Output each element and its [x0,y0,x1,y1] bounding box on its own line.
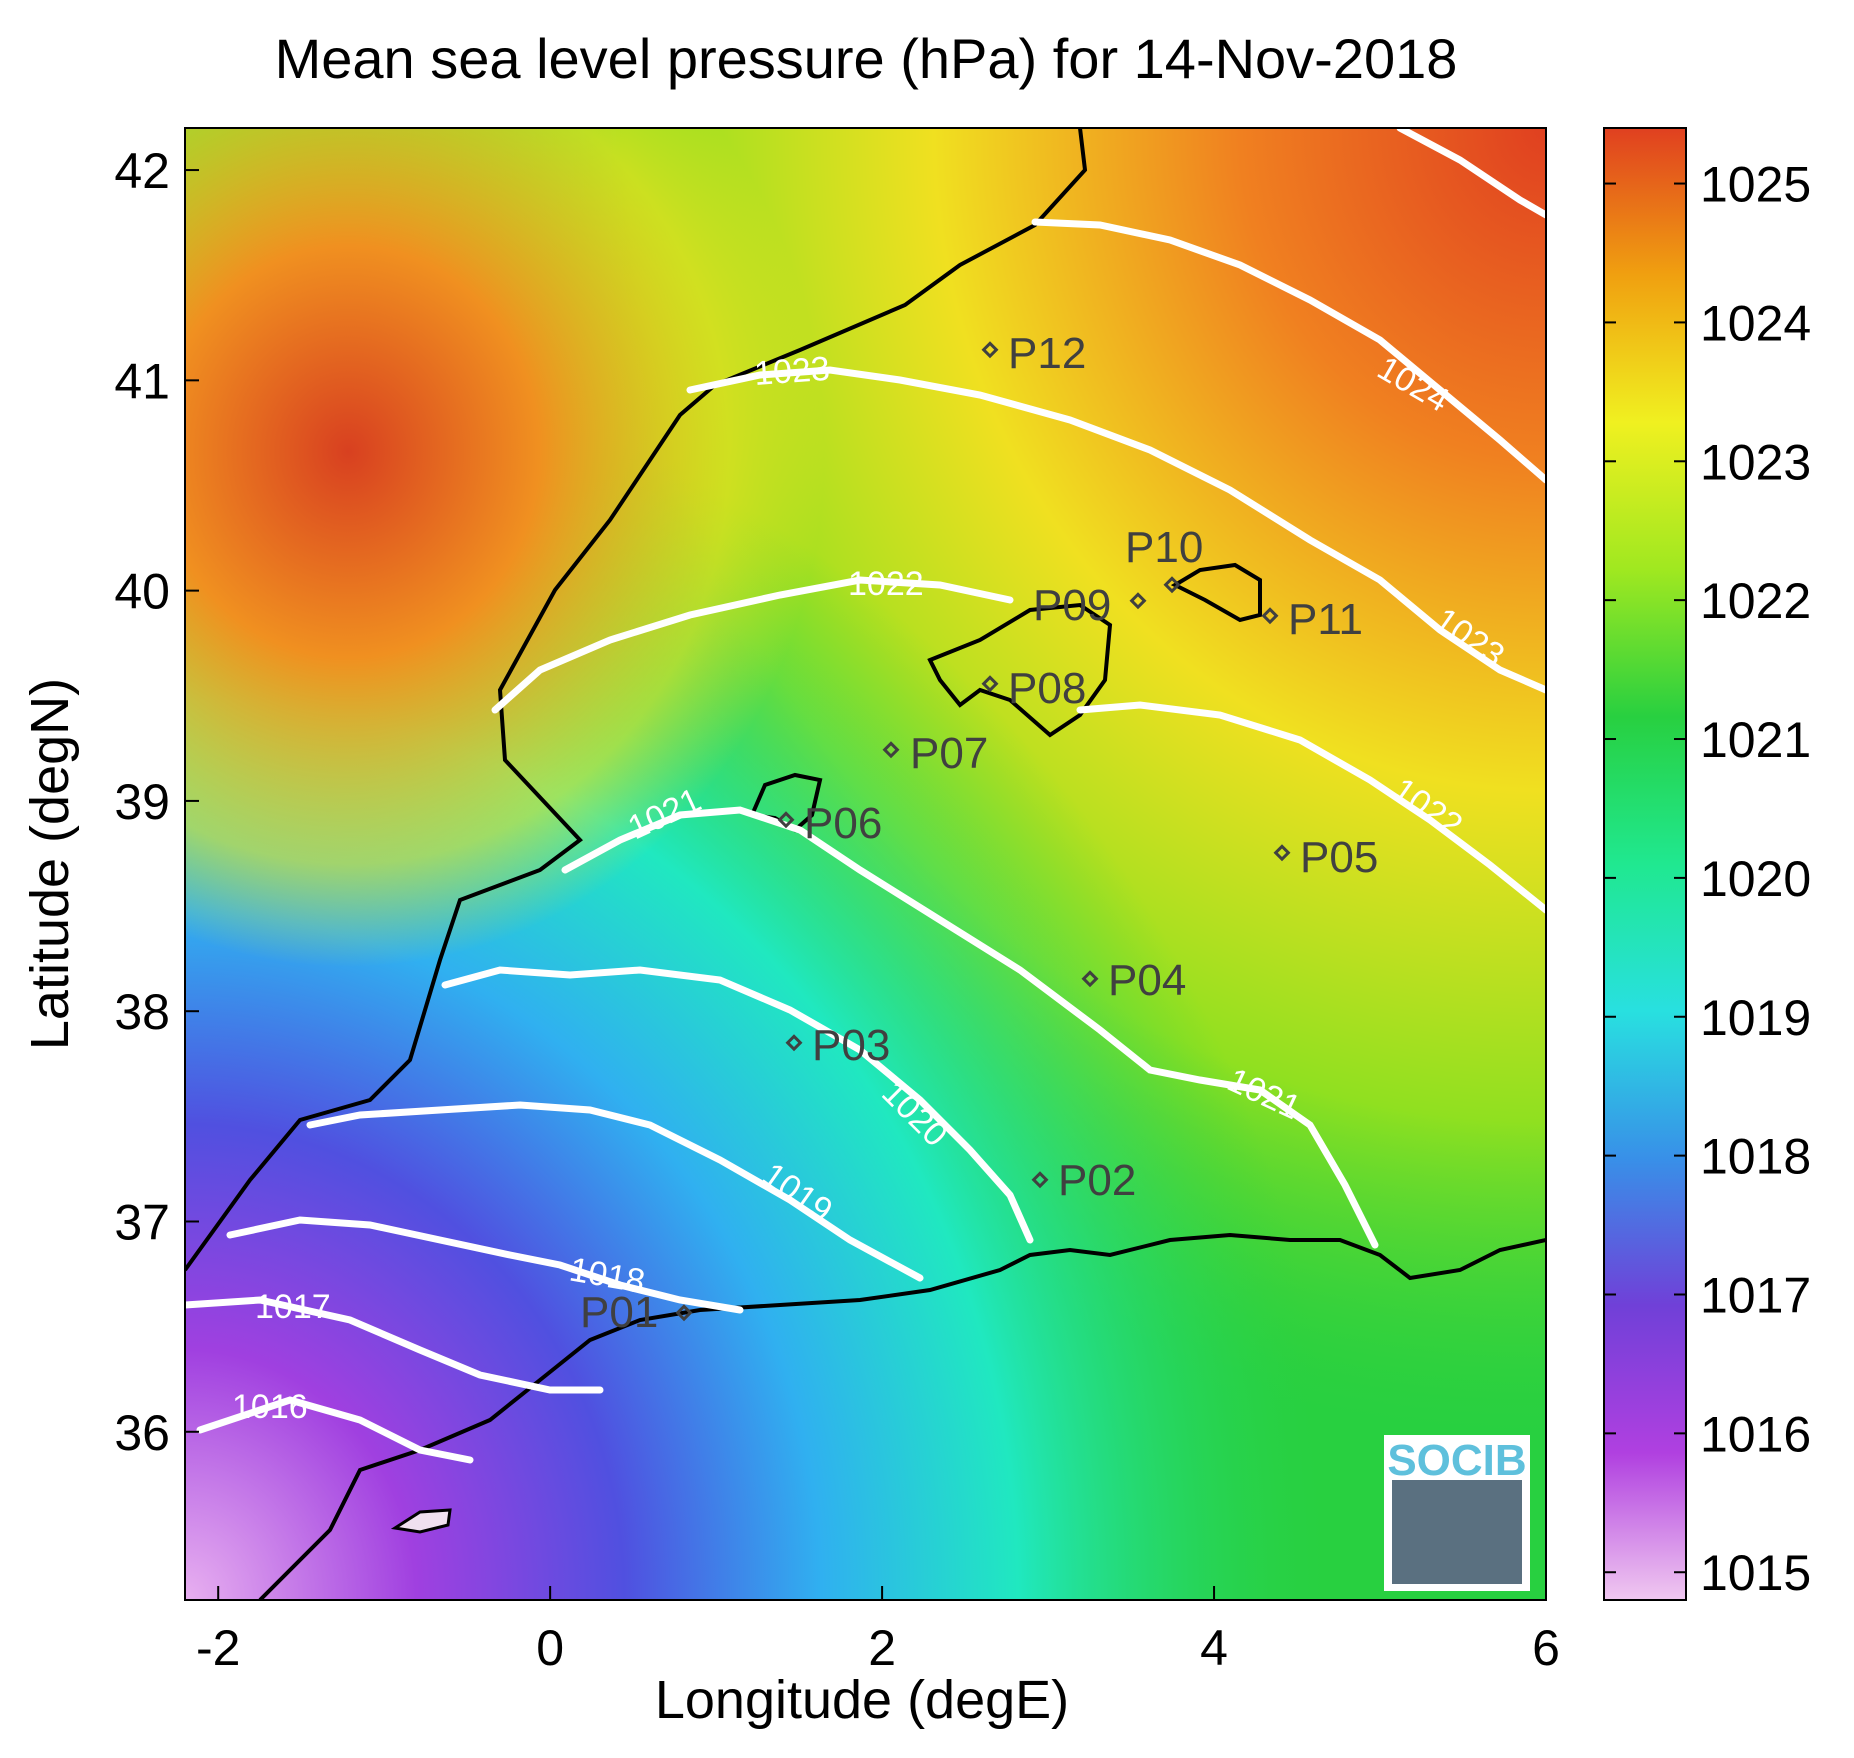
isobar-1024 [1031,218,1546,484]
y-axis: 36 37 38 39 40 41 42 [114,143,199,1461]
station-P01: P01 [580,1288,693,1337]
station-P05: P05 [1273,833,1378,882]
isobar-1017 [185,1296,604,1394]
station-label: P12 [1008,329,1086,378]
station-label: P08 [1008,664,1086,713]
isobar-1022 [491,576,1014,714]
logo-text: SOCIB [1387,1436,1526,1485]
station-label: P03 [812,1021,890,1070]
station-label: P05 [1300,833,1378,882]
station-marker-icon [1163,576,1181,594]
island-menorca [1170,562,1262,623]
isobar-1025 [1396,128,1546,219]
station-marker-icon [981,341,999,359]
station-label: P01 [580,1288,658,1337]
chart-title: Mean sea level pressure (hPa) for 14-Nov… [275,27,1458,90]
colorbar [1603,127,1687,1601]
y-tick-label: 41 [114,353,170,409]
contour-label: 1023 [753,350,831,393]
colorbar-tick-label: 1017 [1700,1267,1811,1323]
y-tick-label: 36 [114,1405,170,1461]
y-tick-label: 37 [114,1194,170,1250]
station-P07: P07 [882,729,988,778]
station-P06: P06 [777,799,882,848]
y-tick-label: 40 [114,564,170,620]
colorbar-tick-label: 1023 [1700,434,1811,490]
coastline-iberia [185,128,1088,1272]
isobars [185,128,1546,1464]
station-marker-icon [1031,1171,1049,1189]
isobar-1021 [561,806,1379,1249]
station-P04: P04 [1081,956,1186,1005]
station-marker-icon [1129,592,1147,610]
x-axis: -2 0 2 4 6 [196,1586,1560,1676]
x-tick-label: 0 [536,1620,564,1676]
station-marker-icon [1261,607,1279,625]
y-tick-label: 39 [114,774,170,830]
colorbar-tick-label: 1024 [1700,295,1811,351]
station-label: P06 [804,799,882,848]
colorbar-tick-label: 1022 [1700,573,1811,629]
plot-area: 1016 1017 1018 1019 1020 1021 1021 1022 … [185,128,1546,1600]
colorbar-tick-label: 1019 [1700,990,1811,1046]
station-marker-icon [981,675,999,693]
x-tick-label: 2 [868,1620,896,1676]
contour-label: 1017 [255,1288,331,1326]
x-axis-label: Longitude (degE) [655,1670,1069,1730]
station-label: P04 [1108,956,1186,1005]
socib-logo: SOCIB [1384,1435,1530,1591]
x-tick-label: 6 [1532,1620,1560,1676]
isobar-1020 [441,966,1034,1244]
station-label: P02 [1058,1156,1136,1205]
station-marker-icon [777,811,795,829]
colorbar-tick-label: 1018 [1700,1129,1811,1185]
station-P12: P12 [981,329,1086,378]
y-axis-label: Latitude (degN) [20,678,80,1050]
x-tick-label: 4 [1200,1620,1228,1676]
coastline-north-africa [258,1232,1546,1600]
station-P02: P02 [1031,1156,1136,1205]
isobar-1022-east [1076,701,1546,914]
isobar-1018 [226,1216,744,1314]
station-P10: P10 [1125,523,1203,594]
station-marker-icon [675,1304,693,1322]
stations: P01 P02 P03 P04 P05 P06 [580,329,1378,1337]
island-mallorca [927,602,1113,738]
station-P03: P03 [785,1021,890,1070]
y-tick-label: 42 [114,143,170,199]
island-alboran [390,1508,452,1534]
station-P08: P08 [981,664,1086,713]
station-marker-icon [882,741,900,759]
colorbar-tick-label: 1016 [1700,1406,1811,1462]
station-marker-icon [1273,844,1291,862]
isobar-1016 [196,1396,474,1464]
contour-label: 1016 [232,1388,308,1426]
y-tick-label: 38 [114,984,170,1040]
station-marker-icon [1081,970,1099,988]
station-marker-icon [785,1034,803,1052]
colorbar-tick-label: 1021 [1700,712,1811,768]
station-label: P09 [1033,581,1111,630]
colorbar-tick-label: 1015 [1700,1545,1811,1601]
isobar-1023 [686,366,1546,694]
contour-label: 1022 [848,565,924,603]
station-label: P10 [1125,523,1203,572]
colorbar-tick-label: 1025 [1700,157,1811,213]
colorbar-tick-label: 1020 [1700,851,1811,907]
station-label: P11 [1288,595,1363,644]
station-P09: P09 [1033,581,1147,630]
plot-frame [184,127,1547,1601]
x-tick-label: -2 [196,1620,240,1676]
station-P11: P11 [1261,595,1363,644]
colorbar-ticks: 1015 1016 1017 1018 1019 1020 1021 1022 1023 1024… [1604,157,1811,1601]
isobar-1019 [306,1101,924,1282]
station-label: P07 [910,729,988,778]
